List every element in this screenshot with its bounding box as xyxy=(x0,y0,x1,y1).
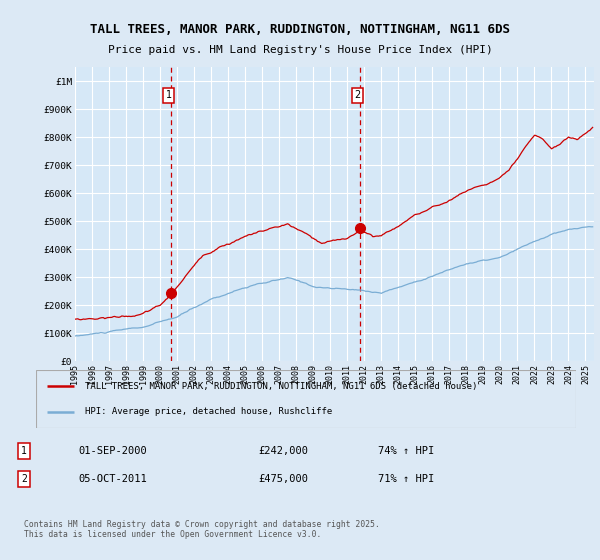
Text: 71% ↑ HPI: 71% ↑ HPI xyxy=(378,474,434,484)
Text: £475,000: £475,000 xyxy=(258,474,308,484)
Text: Price paid vs. HM Land Registry's House Price Index (HPI): Price paid vs. HM Land Registry's House … xyxy=(107,45,493,55)
Text: 2: 2 xyxy=(21,474,27,484)
Text: HPI: Average price, detached house, Rushcliffe: HPI: Average price, detached house, Rush… xyxy=(85,408,332,417)
Text: 74% ↑ HPI: 74% ↑ HPI xyxy=(378,446,434,456)
Text: £242,000: £242,000 xyxy=(258,446,308,456)
Text: 1: 1 xyxy=(166,90,172,100)
Text: TALL TREES, MANOR PARK, RUDDINGTON, NOTTINGHAM, NG11 6DS (detached house): TALL TREES, MANOR PARK, RUDDINGTON, NOTT… xyxy=(85,381,477,390)
Text: 1: 1 xyxy=(21,446,27,456)
Text: 2: 2 xyxy=(355,90,361,100)
Text: 01-SEP-2000: 01-SEP-2000 xyxy=(78,446,147,456)
Text: Contains HM Land Registry data © Crown copyright and database right 2025.
This d: Contains HM Land Registry data © Crown c… xyxy=(24,520,380,539)
Text: 05-OCT-2011: 05-OCT-2011 xyxy=(78,474,147,484)
Text: TALL TREES, MANOR PARK, RUDDINGTON, NOTTINGHAM, NG11 6DS: TALL TREES, MANOR PARK, RUDDINGTON, NOTT… xyxy=(90,22,510,36)
